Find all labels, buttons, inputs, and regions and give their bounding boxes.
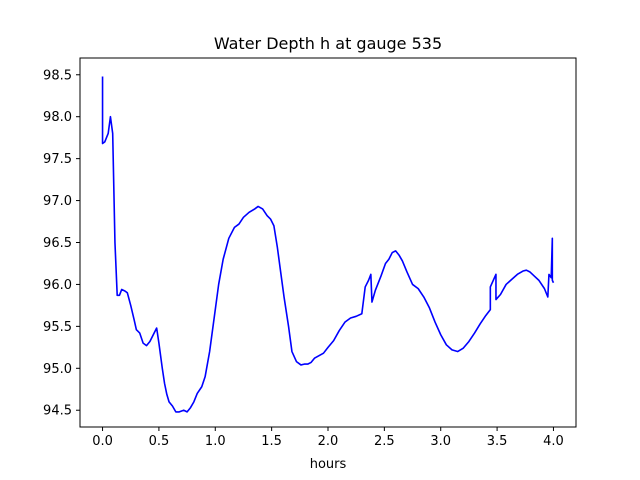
x-tick-label: 2.5	[374, 434, 395, 449]
x-tick-label: 0.0	[92, 434, 113, 449]
x-tick-label: 3.5	[487, 434, 508, 449]
x-tick-label: 2.0	[318, 434, 339, 449]
x-tick-label: 3.0	[430, 434, 451, 449]
y-tick-label: 94.5	[43, 404, 72, 419]
x-axis-label: hours	[310, 457, 347, 472]
x-tick-label: 0.5	[149, 434, 170, 449]
x-tick-label: 1.5	[261, 434, 282, 449]
y-tick-label: 98.0	[43, 110, 72, 125]
y-tick-label: 96.0	[43, 278, 72, 293]
y-tick-label: 98.5	[43, 68, 72, 83]
y-tick-label: 96.5	[43, 236, 72, 251]
x-tick-label: 4.0	[543, 434, 564, 449]
y-tick-label: 95.5	[43, 320, 72, 335]
y-tick-label: 95.0	[43, 362, 72, 377]
x-tick-label: 1.0	[205, 434, 226, 449]
y-axis: 94.5 95.0 95.5 96.0 96.5 97.0 97.5 98.0 98.5	[43, 68, 80, 419]
y-tick-label: 97.5	[43, 152, 72, 167]
chart-title: Water Depth h at gauge 535	[214, 34, 442, 53]
x-axis: 0.0 0.5 1.0 1.5 2.0 2.5 3.0 3.5 4.0	[92, 427, 564, 449]
series-group	[101, 76, 555, 413]
series-line	[101, 76, 555, 413]
plot-frame	[79, 57, 577, 428]
y-tick-label: 97.0	[43, 194, 72, 209]
